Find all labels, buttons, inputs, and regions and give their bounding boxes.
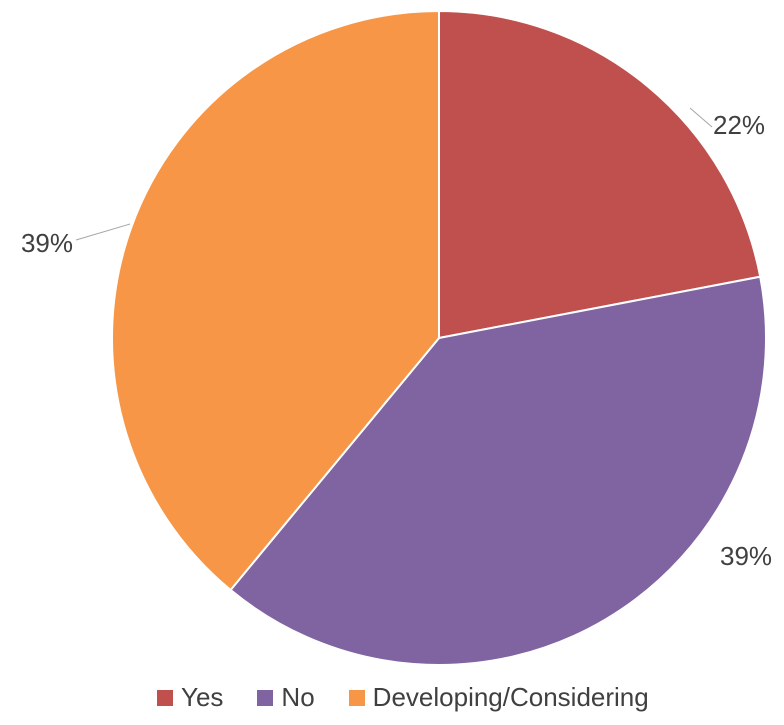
legend-swatch-developing-considering [348, 689, 365, 706]
slice-yes [438, 9, 762, 340]
legend-item-yes: Yes [157, 682, 223, 713]
data-label-developing-considering: 39% [21, 228, 73, 258]
legend-label-developing-considering: Developing/Considering [372, 682, 649, 712]
leader-line-yes [689, 107, 713, 128]
legend-label-yes: Yes [181, 682, 224, 712]
data-labels: 22% 39% 39% [21, 110, 772, 571]
legend: Yes No Developing/Considering [0, 682, 784, 713]
legend-swatch-no [257, 689, 274, 706]
legend-item-developing-considering: Developing/Considering [348, 682, 649, 713]
leader-line-developing-considering [75, 223, 131, 241]
leader-lines [75, 107, 713, 241]
pie-slices [111, 9, 767, 666]
pie-chart: 22% 39% 39% [21, 9, 772, 666]
data-label-no: 39% [720, 541, 772, 571]
slice-developing-considering [111, 9, 440, 592]
data-label-yes: 22% [713, 110, 765, 140]
legend-label-no: No [281, 682, 315, 712]
legend-swatch-yes [157, 689, 173, 706]
legend-item-no: No [257, 682, 315, 713]
slice-no [229, 275, 767, 666]
